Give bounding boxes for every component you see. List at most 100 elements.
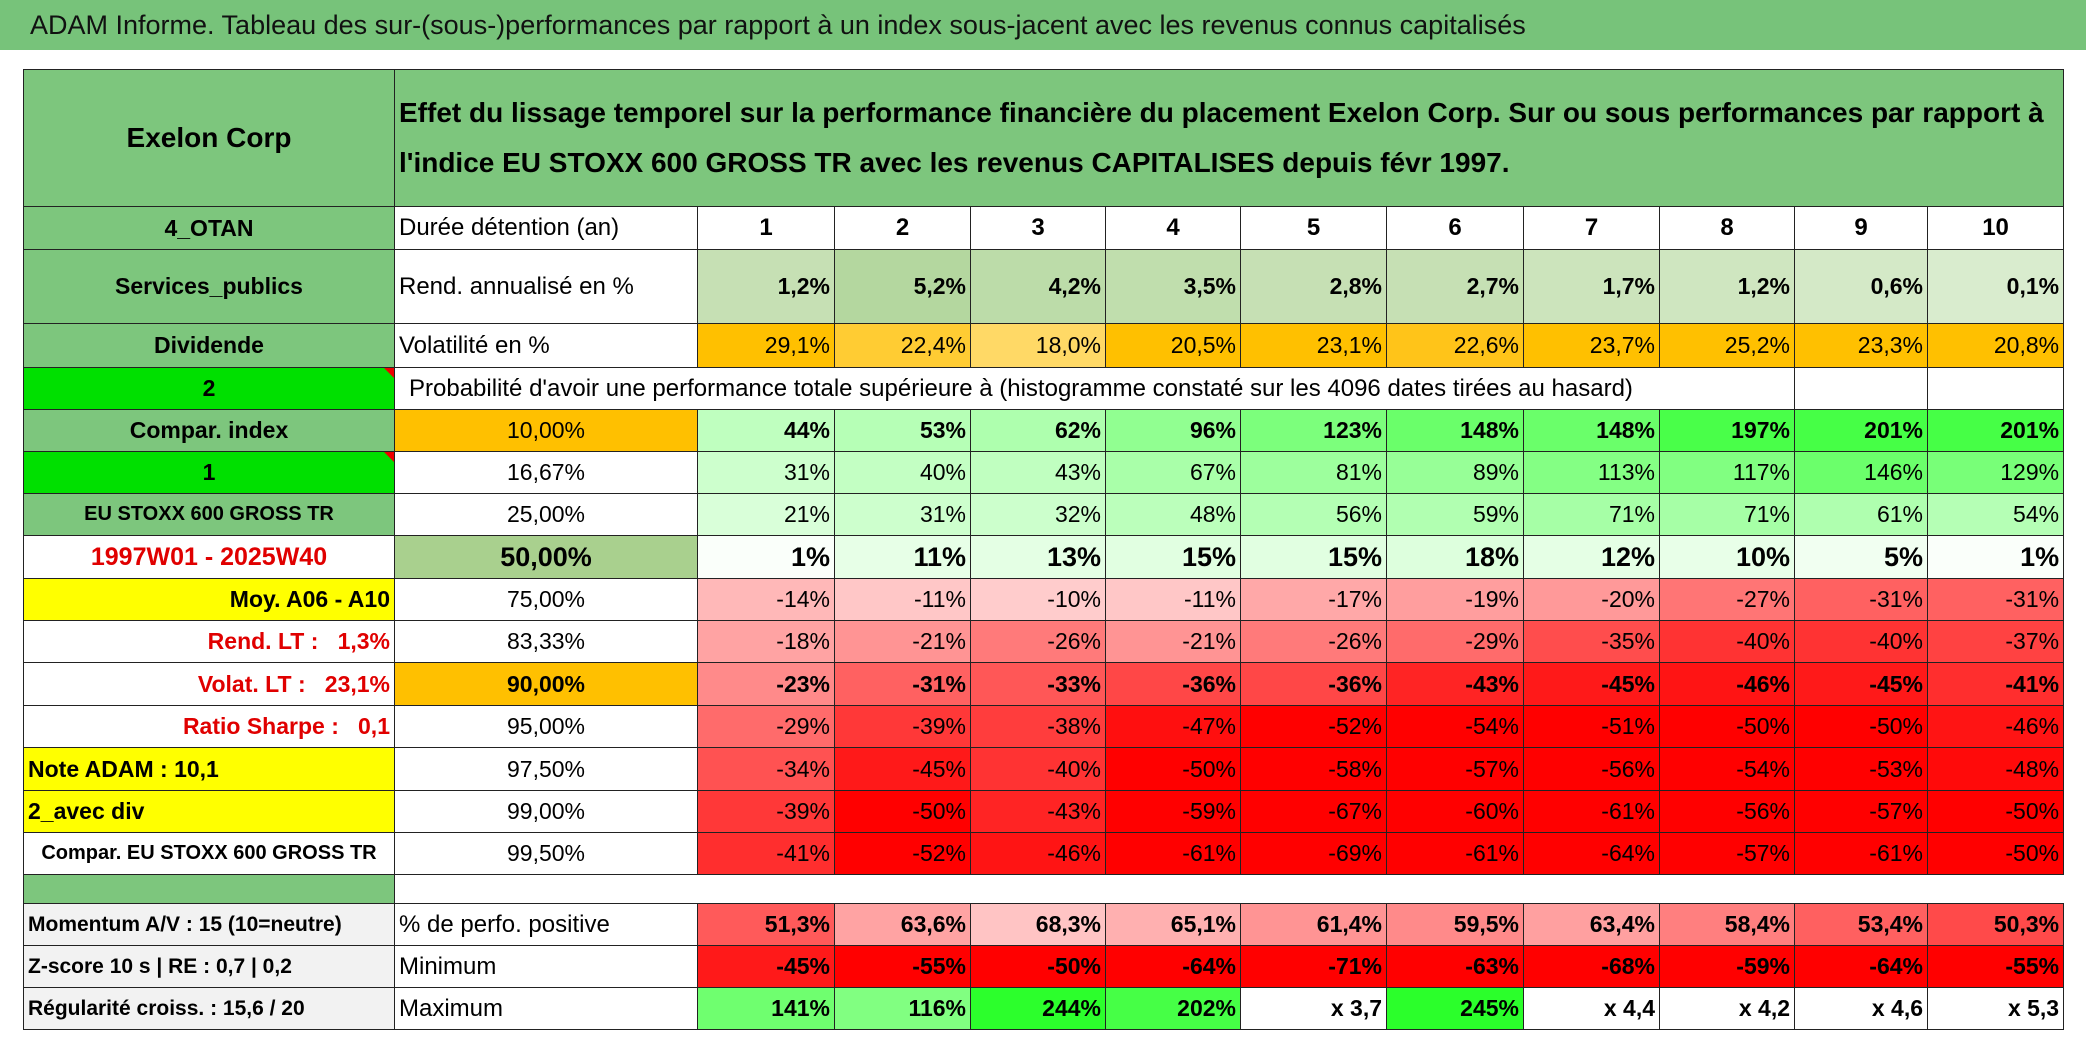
value-cell: 53% bbox=[834, 409, 971, 452]
table-row: 1 16,67% 31% 40% 43% 67% 81% 89% 113% 117% 146% 129… bbox=[23, 451, 2065, 494]
value-cell: 7 bbox=[1523, 206, 1660, 250]
value-cell: x 5,3 bbox=[1926, 987, 2065, 1030]
value-cell: -52% bbox=[834, 832, 971, 875]
value-cell: 1% bbox=[1926, 535, 2065, 579]
value-cell: -48% bbox=[1926, 747, 2065, 791]
value-cell: 146% bbox=[1794, 451, 1928, 494]
value-cell: 22,6% bbox=[1386, 323, 1524, 368]
value-cell: 62% bbox=[970, 409, 1106, 452]
value-cell: -31% bbox=[1926, 578, 2065, 621]
value-cell: 141% bbox=[697, 987, 835, 1030]
value-cell: 44% bbox=[697, 409, 835, 452]
value-cell: -67% bbox=[1240, 790, 1387, 833]
table-row: Rend. LT : 1,3% 83,33% -18% -21% -26% -21% -26… bbox=[23, 620, 2065, 663]
value-cell: -56% bbox=[1523, 747, 1660, 791]
value-cell: -64% bbox=[1105, 945, 1241, 988]
value-cell: 5 bbox=[1240, 206, 1387, 250]
value-cell: 244% bbox=[970, 987, 1106, 1030]
value-cell: 65,1% bbox=[1105, 903, 1241, 946]
value-cell: -50% bbox=[970, 945, 1106, 988]
value-cell: 123% bbox=[1240, 409, 1387, 452]
value-cell: -54% bbox=[1386, 705, 1524, 748]
value-cell: 6 bbox=[1386, 206, 1524, 250]
value-cell: 9 bbox=[1794, 206, 1928, 250]
row-label: 1997W01 - 2025W40 bbox=[23, 535, 395, 579]
row-metric: Maximum bbox=[394, 987, 698, 1030]
value-cell: -20% bbox=[1523, 578, 1660, 621]
value-cell: 59% bbox=[1386, 493, 1524, 536]
value-cell: -61% bbox=[1523, 790, 1660, 833]
value-cell: 12% bbox=[1523, 535, 1660, 579]
value-cell: x 4,4 bbox=[1523, 987, 1660, 1030]
value-cell: x 4,6 bbox=[1794, 987, 1928, 1030]
value-cell: 68,3% bbox=[970, 903, 1106, 946]
value-cell: -61% bbox=[1794, 832, 1928, 875]
value-cell: 61% bbox=[1794, 493, 1928, 536]
value-cell: -29% bbox=[1386, 620, 1524, 663]
value-cell: -64% bbox=[1523, 832, 1660, 875]
table-row: Compar. index 10,00% 44% 53% 62% 96% 123% 148% 1… bbox=[23, 409, 2065, 452]
empty-cell bbox=[1794, 367, 1928, 410]
row-label: 4_OTAN bbox=[23, 206, 395, 250]
value-cell: 245% bbox=[1386, 987, 1524, 1030]
value-cell: -41% bbox=[697, 832, 835, 875]
value-cell: -64% bbox=[1794, 945, 1928, 988]
spacer-cell bbox=[23, 874, 395, 904]
value-cell: -23% bbox=[697, 662, 835, 706]
value-cell: 67% bbox=[1105, 451, 1241, 494]
value-cell: 11% bbox=[834, 535, 971, 579]
value-cell: 54% bbox=[1926, 493, 2065, 536]
row-label: 1 bbox=[23, 451, 395, 494]
value-cell: -41% bbox=[1926, 662, 2065, 706]
row-label: Moy. A06 - A10 bbox=[23, 578, 395, 621]
value-cell: -11% bbox=[1105, 578, 1241, 621]
value-cell: -50% bbox=[1926, 790, 2065, 833]
value-cell: 2,7% bbox=[1386, 249, 1524, 324]
row-label: Ratio Sharpe : 0,1 bbox=[23, 705, 395, 748]
value-cell: -57% bbox=[1794, 790, 1928, 833]
value-cell: 23,1% bbox=[1240, 323, 1387, 368]
value-cell: -38% bbox=[970, 705, 1106, 748]
value-cell: 29,1% bbox=[697, 323, 835, 368]
value-cell: -17% bbox=[1240, 578, 1387, 621]
value-cell: -55% bbox=[1926, 945, 2065, 988]
row-label: Z-score 10 s | RE : 0,7 | 0,2 bbox=[23, 945, 395, 988]
value-cell: 22,4% bbox=[834, 323, 971, 368]
value-cell: -46% bbox=[1926, 705, 2065, 748]
value-cell: -33% bbox=[970, 662, 1106, 706]
value-cell: -63% bbox=[1386, 945, 1524, 988]
table-row: Momentum A/V : 15 (10=neutre)% de perfo.… bbox=[23, 903, 2065, 946]
spacer-row bbox=[23, 874, 2064, 904]
value-cell: 10 bbox=[1926, 206, 2065, 250]
row-metric: 10,00% bbox=[394, 409, 698, 452]
value-cell: 43% bbox=[970, 451, 1106, 494]
table-row: 2_avec div 99,00% -39% -50% -43% -59% -67% -60%… bbox=[23, 790, 2065, 833]
value-cell: 53,4% bbox=[1794, 903, 1928, 946]
value-cell: -26% bbox=[1240, 620, 1387, 663]
row-label: Note ADAM : 10,1 bbox=[23, 747, 395, 791]
value-cell: 148% bbox=[1386, 409, 1524, 452]
table-row: Services_publics Rend. annualisé en % 1,2%… bbox=[23, 249, 2065, 324]
row-label: Régularité croiss. : 15,6 / 20 bbox=[23, 987, 395, 1030]
section-text: Probabilité d'avoir une performance tota… bbox=[394, 367, 1795, 410]
value-cell: 4,2% bbox=[970, 249, 1106, 324]
value-cell: 51,3% bbox=[697, 903, 835, 946]
value-cell: -45% bbox=[697, 945, 835, 988]
value-cell: 61,4% bbox=[1240, 903, 1387, 946]
value-cell: 31% bbox=[834, 493, 971, 536]
value-cell: 148% bbox=[1523, 409, 1660, 452]
row-label: Compar. EU STOXX 600 GROSS TR bbox=[23, 832, 395, 875]
value-cell: -21% bbox=[1105, 620, 1241, 663]
value-cell: -50% bbox=[1926, 832, 2065, 875]
value-cell: 4 bbox=[1105, 206, 1241, 250]
value-cell: 59,5% bbox=[1386, 903, 1524, 946]
table-row: 2 Probabilité d'avoir une performance tot… bbox=[23, 367, 2065, 410]
row-metric: 95,00% bbox=[394, 705, 698, 748]
value-cell: x 3,7 bbox=[1240, 987, 1387, 1030]
value-cell: 5,2% bbox=[834, 249, 971, 324]
value-cell: -40% bbox=[1794, 620, 1928, 663]
value-cell: 116% bbox=[834, 987, 971, 1030]
value-cell: 1 bbox=[697, 206, 835, 250]
value-cell: -27% bbox=[1659, 578, 1795, 621]
value-cell: 0,1% bbox=[1926, 249, 2065, 324]
